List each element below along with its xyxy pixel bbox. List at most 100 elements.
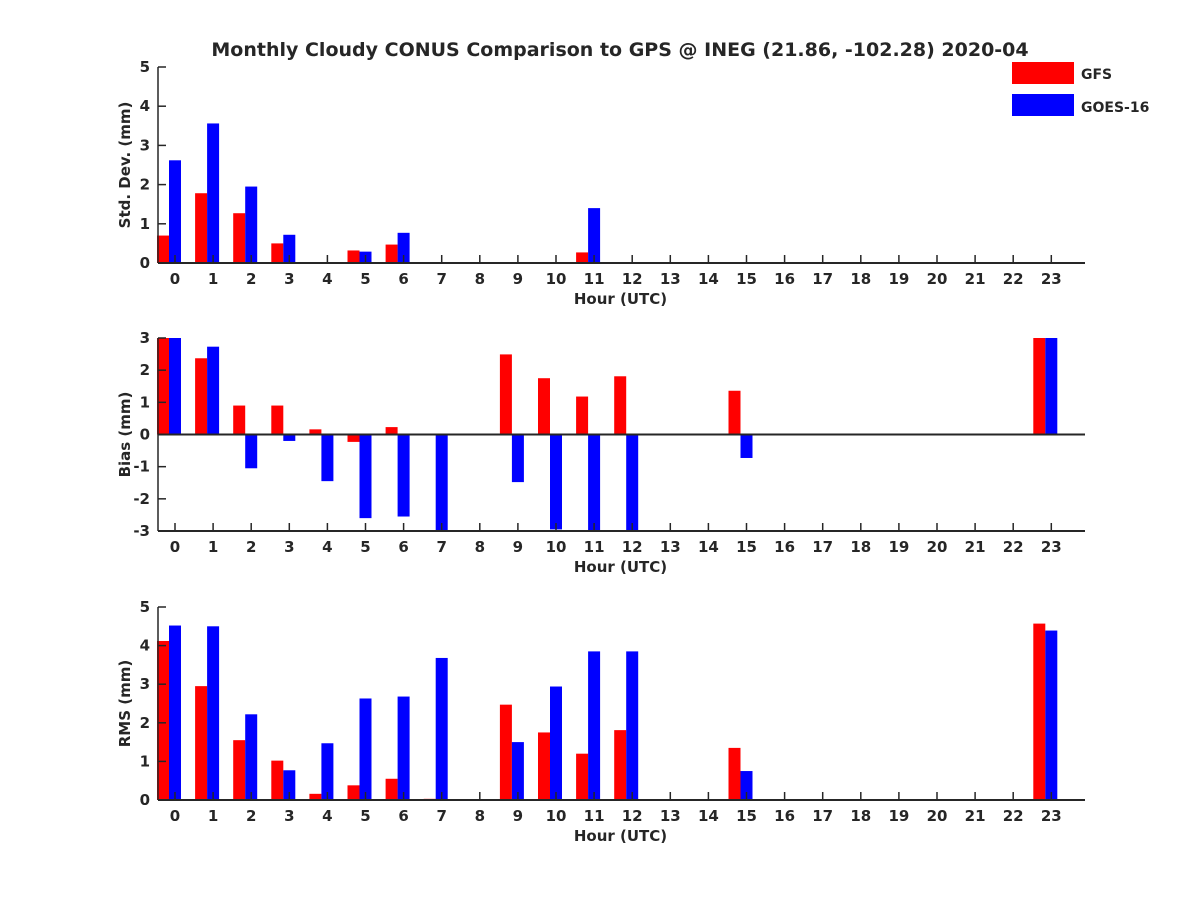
bar-goes16-hour-3 bbox=[283, 234, 296, 263]
x-tick-label: 11 bbox=[584, 270, 605, 288]
x-tick-label: 8 bbox=[475, 807, 485, 825]
x-tick-label: 9 bbox=[513, 538, 523, 556]
bar-gfs-hour-2 bbox=[233, 740, 246, 800]
x-tick-label: 0 bbox=[170, 807, 180, 825]
y-tick-label: 2 bbox=[140, 361, 150, 379]
bar-gfs-hour-3 bbox=[271, 243, 284, 263]
bar-gfs-hour-2 bbox=[233, 405, 246, 435]
bar-goes16-hour-6 bbox=[397, 696, 410, 800]
x-tick-label: 1 bbox=[208, 807, 218, 825]
x-tick-label: 12 bbox=[622, 270, 643, 288]
bar-gfs-hour-4 bbox=[309, 429, 322, 435]
y-tick-label: 1 bbox=[140, 752, 150, 770]
y-tick-label: -1 bbox=[133, 458, 150, 476]
y-axis-label: Bias (mm) bbox=[116, 392, 134, 478]
x-tick-label: 4 bbox=[322, 807, 332, 825]
x-tick-label: 0 bbox=[170, 270, 180, 288]
x-tick-label: 4 bbox=[322, 270, 332, 288]
bar-gfs-hour-9 bbox=[499, 704, 512, 800]
bar-goes16-hour-3 bbox=[283, 770, 296, 800]
bar-goes16-hour-1 bbox=[207, 346, 220, 435]
x-tick-label: 20 bbox=[927, 270, 948, 288]
bar-goes16-hour-23 bbox=[1045, 630, 1058, 800]
bar-goes16-hour-12 bbox=[626, 434, 639, 531]
x-tick-label: 14 bbox=[698, 270, 719, 288]
x-tick-label: 22 bbox=[1003, 807, 1024, 825]
x-tick-label: 10 bbox=[546, 538, 567, 556]
x-tick-label: 22 bbox=[1003, 270, 1024, 288]
x-tick-label: 12 bbox=[622, 538, 643, 556]
bar-gfs-hour-10 bbox=[538, 378, 550, 435]
x-axis-label: Hour (UTC) bbox=[574, 290, 667, 308]
x-tick-label: 7 bbox=[436, 807, 446, 825]
x-tick-label: 16 bbox=[774, 807, 795, 825]
x-tick-label: 18 bbox=[850, 538, 871, 556]
y-tick-label: 0 bbox=[140, 254, 150, 272]
x-tick-label: 20 bbox=[927, 538, 948, 556]
x-tick-label: 1 bbox=[208, 270, 218, 288]
x-tick-label: 18 bbox=[850, 807, 871, 825]
x-tick-label: 14 bbox=[698, 538, 719, 556]
bar-gfs-hour-6 bbox=[385, 244, 398, 263]
bar-gfs-hour-5 bbox=[347, 250, 360, 263]
legend: GFS GOES-16 bbox=[1012, 62, 1149, 116]
bar-gfs-hour-1 bbox=[195, 193, 208, 263]
y-axis-label: Std. Dev. (mm) bbox=[116, 102, 134, 229]
y-tick-label: 3 bbox=[140, 136, 150, 154]
bar-gfs-hour-11 bbox=[576, 753, 589, 800]
bar-gfs-hour-3 bbox=[271, 405, 284, 435]
x-tick-label: 16 bbox=[774, 270, 795, 288]
bar-goes16-hour-5 bbox=[359, 434, 372, 519]
x-tick-label: 21 bbox=[965, 807, 986, 825]
y-tick-label: 2 bbox=[140, 176, 150, 194]
y-tick-label: 5 bbox=[140, 598, 150, 616]
x-tick-label: 3 bbox=[284, 538, 294, 556]
x-tick-label: 19 bbox=[888, 538, 909, 556]
bar-goes16-hour-11 bbox=[588, 434, 601, 531]
bar-goes16-hour-1 bbox=[207, 626, 220, 800]
bar-goes16-hour-10 bbox=[550, 434, 562, 530]
bar-gfs-hour-23 bbox=[1033, 623, 1046, 800]
bar-gfs-hour-2 bbox=[233, 213, 246, 263]
x-tick-label: 9 bbox=[513, 270, 523, 288]
bar-gfs-hour-15 bbox=[728, 390, 741, 435]
bar-gfs-hour-23 bbox=[1033, 338, 1046, 435]
bar-goes16-hour-6 bbox=[397, 232, 410, 263]
x-tick-label: 6 bbox=[398, 538, 408, 556]
x-tick-label: 15 bbox=[736, 270, 757, 288]
y-tick-label: 4 bbox=[140, 637, 150, 655]
y-tick-label: 5 bbox=[140, 58, 150, 76]
x-tick-label: 7 bbox=[436, 538, 446, 556]
bar-goes16-hour-12 bbox=[626, 651, 639, 800]
bar-goes16-hour-15 bbox=[740, 434, 753, 458]
x-tick-label: 19 bbox=[888, 807, 909, 825]
x-tick-label: 14 bbox=[698, 807, 719, 825]
bar-gfs-hour-12 bbox=[614, 730, 627, 800]
bar-goes16-hour-9 bbox=[511, 434, 524, 483]
bar-goes16-hour-0 bbox=[169, 625, 181, 800]
bar-goes16-hour-11 bbox=[588, 651, 601, 800]
x-tick-label: 17 bbox=[812, 538, 833, 556]
y-tick-label: -2 bbox=[133, 490, 150, 508]
x-tick-label: 10 bbox=[546, 270, 567, 288]
bar-goes16-hour-11 bbox=[588, 208, 601, 263]
x-tick-label: 5 bbox=[360, 807, 370, 825]
y-tick-label: 1 bbox=[140, 393, 150, 411]
bar-goes16-hour-4 bbox=[321, 743, 334, 800]
x-tick-label: 21 bbox=[965, 538, 986, 556]
x-tick-label: 21 bbox=[965, 270, 986, 288]
bar-goes16-hour-2 bbox=[245, 186, 258, 263]
x-tick-label: 22 bbox=[1003, 538, 1024, 556]
x-tick-label: 23 bbox=[1041, 538, 1062, 556]
x-tick-label: 8 bbox=[475, 538, 485, 556]
x-tick-label: 2 bbox=[246, 807, 256, 825]
bar-gfs-hour-5 bbox=[347, 434, 360, 442]
x-tick-label: 8 bbox=[475, 270, 485, 288]
y-tick-label: 3 bbox=[140, 329, 150, 347]
x-axis-label: Hour (UTC) bbox=[574, 558, 667, 576]
bar-goes16-hour-9 bbox=[511, 742, 524, 800]
x-axis-label: Hour (UTC) bbox=[574, 827, 667, 845]
bar-gfs-hour-6 bbox=[385, 427, 398, 435]
